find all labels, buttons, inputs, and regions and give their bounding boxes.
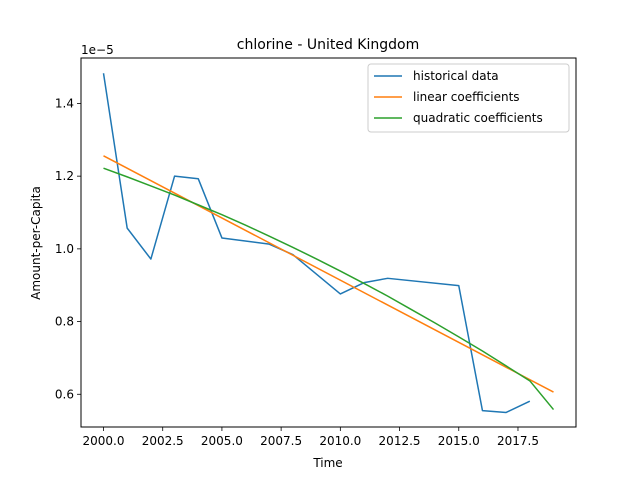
chart-title: chlorine - United Kingdom	[237, 37, 419, 53]
y-tick-label: 1.2	[55, 169, 74, 183]
legend-label: quadratic coefficients	[413, 111, 543, 125]
y-tick-label: 1.0	[55, 242, 74, 256]
x-tick-label: 2007.5	[260, 434, 302, 448]
y-tick-label: 0.6	[55, 387, 74, 401]
y-tick-label: 0.8	[55, 315, 74, 329]
x-tick-label: 2005.0	[201, 434, 243, 448]
legend-label: linear coefficients	[413, 90, 520, 104]
x-tick-label: 2012.5	[379, 434, 421, 448]
y-axis-label: Amount-per-Capita	[29, 186, 43, 300]
x-tick-label: 2000.0	[83, 434, 125, 448]
x-tick-label: 2017.5	[497, 434, 539, 448]
y-offset-label: 1e−5	[81, 43, 114, 57]
x-tick-label: 2010.0	[319, 434, 361, 448]
y-tick-label: 1.4	[55, 96, 74, 110]
x-tick-label: 2015.0	[438, 434, 480, 448]
legend: historical data linear coefficients quadra…	[367, 63, 570, 133]
x-tick-label: 2002.5	[142, 434, 184, 448]
series-line-linear-coefficients	[103, 155, 554, 393]
plot-frame	[80, 57, 577, 428]
legend-label: historical data	[413, 69, 499, 83]
legend-box	[367, 63, 570, 133]
series-line-quadratic-coefficients	[103, 167, 555, 411]
x-axis-label: Time	[312, 456, 342, 470]
